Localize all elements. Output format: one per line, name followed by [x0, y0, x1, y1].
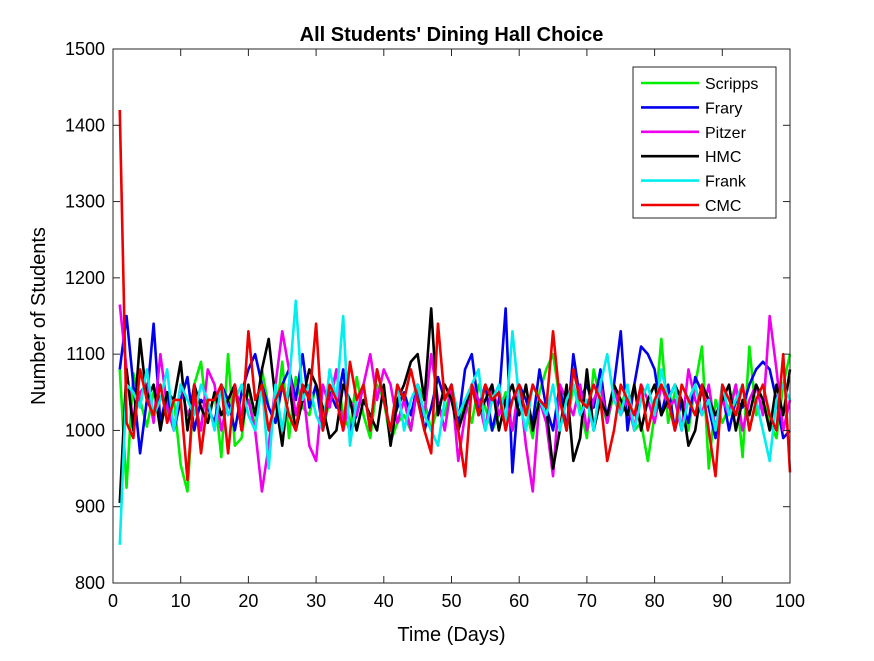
legend-label-scripps: Scripps — [705, 76, 758, 93]
y-tick-label: 900 — [75, 497, 105, 517]
x-tick-label: 70 — [577, 591, 597, 611]
y-tick-label: 800 — [75, 573, 105, 593]
legend-label-cmc: CMC — [705, 198, 741, 215]
y-tick-label: 1300 — [65, 192, 105, 212]
x-tick-label: 10 — [171, 591, 191, 611]
x-tick-label: 100 — [775, 591, 805, 611]
y-tick-label: 1000 — [65, 420, 105, 440]
x-tick-label: 0 — [108, 591, 118, 611]
legend-label-frank: Frank — [705, 174, 747, 191]
x-tick-label: 90 — [712, 591, 732, 611]
x-tick-label: 30 — [306, 591, 326, 611]
chart-title: All Students' Dining Hall Choice — [300, 24, 604, 46]
x-tick-label: 80 — [645, 591, 665, 611]
y-tick-label: 1100 — [66, 344, 105, 364]
legend: Scripps Frary Pitzer HMC Frank CMC — [632, 66, 777, 219]
legend-label-hmc: HMC — [705, 149, 741, 166]
x-tick-label: 50 — [441, 591, 461, 611]
x-tick-label: 60 — [509, 591, 529, 611]
y-tick-label: 1500 — [65, 39, 105, 59]
y-tick-label: 1400 — [65, 115, 105, 135]
x-tick-label: 40 — [374, 591, 394, 611]
legend-box — [632, 66, 777, 219]
x-tick-label: 20 — [238, 591, 258, 611]
legend-label-pitzer: Pitzer — [705, 125, 747, 142]
series-line-cmc — [118, 110, 792, 482]
legend-label-frary: Frary — [705, 100, 742, 117]
axes: 0 10 20 30 40 50 60 70 80 90 100 800 900 1000 1100 1200… — [65, 39, 805, 611]
series-lines — [118, 110, 792, 545]
y-axis-label: Number of Students — [28, 227, 50, 405]
x-axis-label: Time (Days) — [397, 624, 505, 646]
y-tick-label: 1200 — [65, 268, 105, 288]
